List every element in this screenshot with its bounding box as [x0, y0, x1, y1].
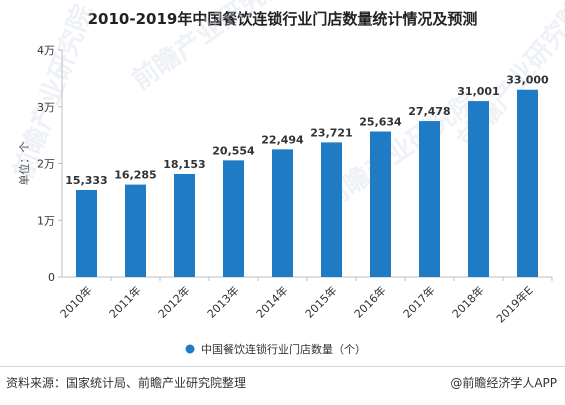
value-label: 22,494 [261, 133, 304, 146]
legend: 中国餐饮连锁行业门店数量（个） [185, 342, 366, 356]
x-tick-label: 2019年E [493, 283, 535, 325]
x-tick-label: 2018年 [449, 283, 486, 320]
value-label: 31,001 [457, 85, 499, 98]
value-label: 18,153 [163, 158, 205, 171]
value-label: 16,285 [114, 169, 156, 182]
x-tick-label: 2016年 [351, 283, 388, 320]
x-tick-label: 2013年 [204, 283, 241, 320]
bar-2015年 [321, 142, 342, 277]
y-tick-label: 0 [48, 271, 55, 284]
y-axis-label: 单位：个 [17, 142, 31, 186]
bar-2013年 [223, 160, 244, 277]
watermark-text: 前瞻产业研究院 [126, 0, 293, 96]
y-tick-label: 1万 [37, 214, 55, 227]
x-tick-label: 2015年 [302, 283, 339, 320]
legend-marker [185, 344, 195, 354]
bar-2010年 [76, 189, 97, 277]
y-tick-label: 3万 [37, 101, 55, 114]
value-labels: 15,333 16,285 18,153 20,554 22,494 23,721 25,6… [65, 74, 549, 187]
value-label: 23,721 [310, 126, 352, 139]
footer-divider [0, 366, 565, 367]
x-tick-label: 2017年 [400, 283, 437, 320]
source-note: 资料来源：国家统计局、前瞻产业研究院整理 [6, 376, 247, 390]
x-tick-label: 2012年 [155, 283, 192, 320]
bar-2014年 [272, 149, 293, 277]
x-tick-labels: 2010年 2011年 2012年 2013年 2014年 2015年 2016年 2017年… [57, 283, 536, 325]
bars [76, 89, 538, 277]
bar-2019年E [517, 89, 538, 277]
bar-2016年 [370, 131, 391, 277]
x-tick-label: 2011年 [106, 283, 143, 320]
legend-label: 中国餐饮连锁行业门店数量（个） [201, 342, 366, 356]
brand-name: 前瞻经济学人APP [462, 376, 557, 390]
y-tick-label: 2万 [37, 158, 55, 171]
y-tick-label: 4万 [37, 44, 55, 57]
x-tick-label: 2014年 [253, 283, 290, 320]
chart-title: 2010-2019年中国餐饮连锁行业门店数量统计情况及预测 [87, 10, 478, 28]
bar-2018年 [468, 101, 489, 277]
value-label: 20,554 [212, 144, 255, 157]
x-tick-label: 2010年 [57, 283, 94, 320]
brand-at-icon: @ [450, 376, 463, 390]
value-label: 33,000 [506, 74, 549, 87]
brand-credit: @前瞻经济学人APP [450, 374, 557, 391]
bar-2012年 [174, 173, 195, 277]
value-label: 15,333 [65, 174, 107, 187]
bar-2017年 [419, 121, 440, 277]
bar-2011年 [125, 184, 146, 277]
value-label: 27,478 [408, 105, 450, 118]
value-label: 25,634 [359, 116, 402, 129]
